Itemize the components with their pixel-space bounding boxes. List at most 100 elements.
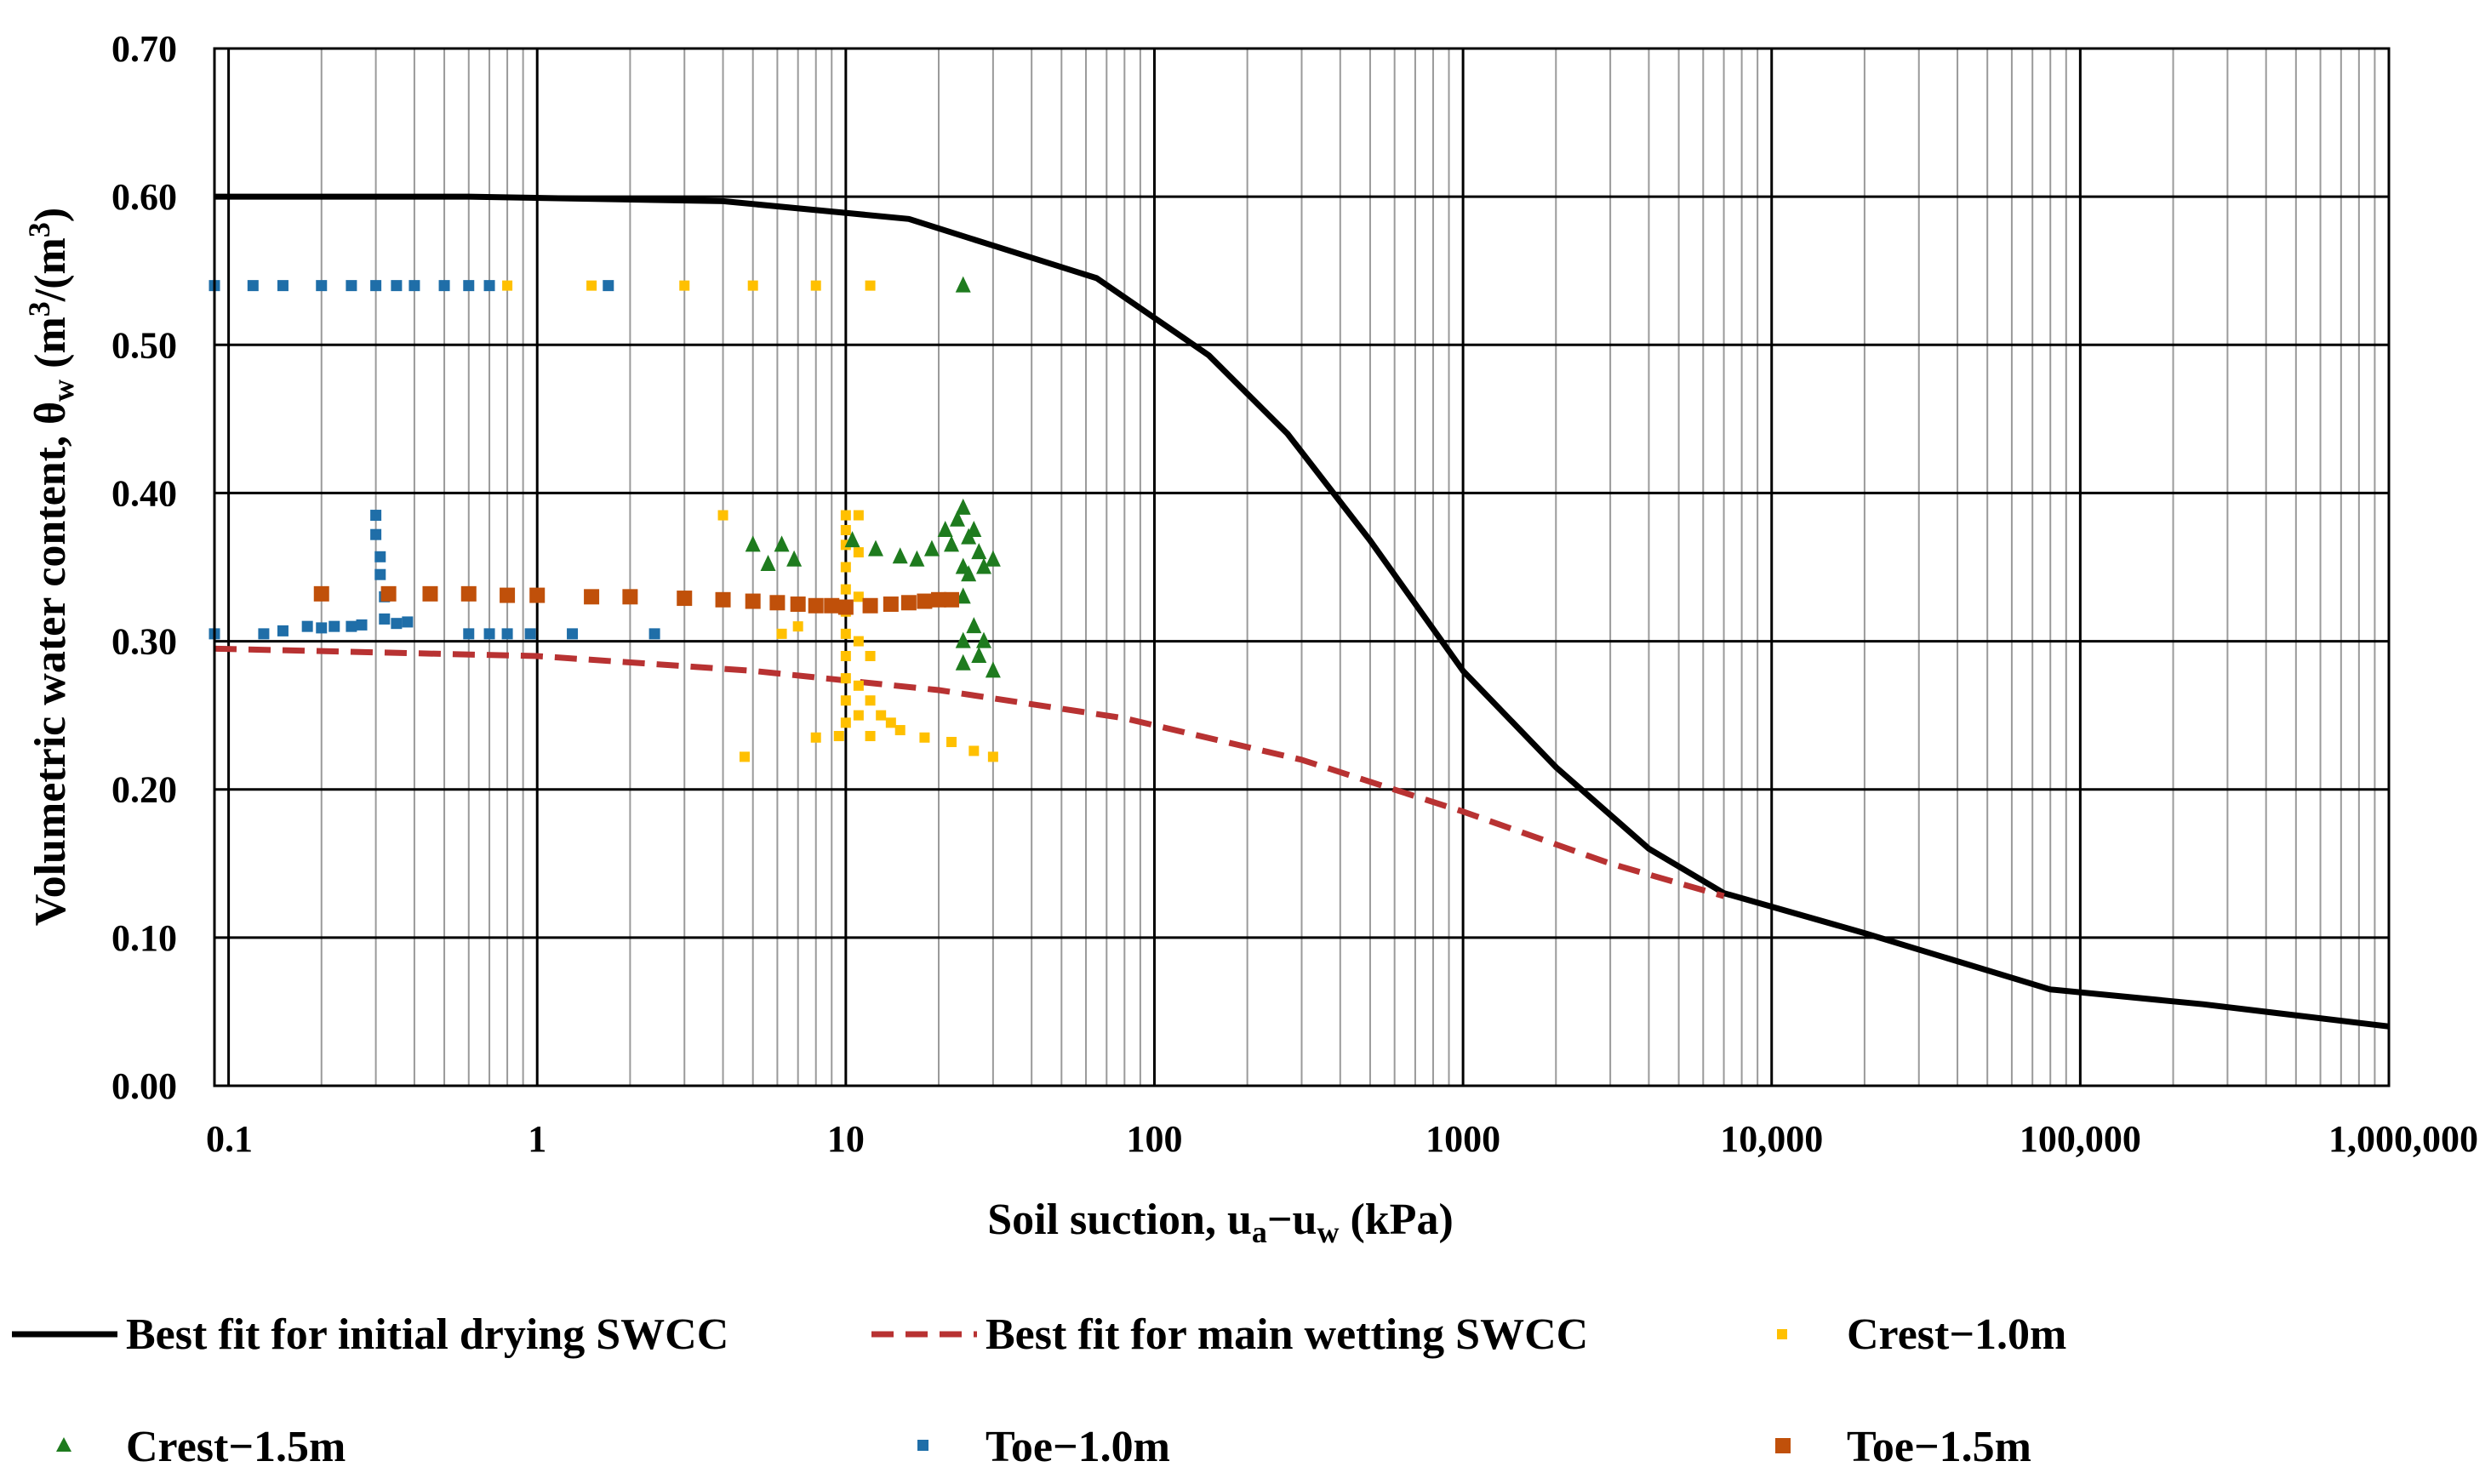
series-line-1 <box>214 645 1725 899</box>
x-tick-label: 100,000 <box>2020 1118 2141 1160</box>
legend-label-wetting: Best fit for main wetting SWCC <box>986 1310 1588 1359</box>
legend-item-toe-1-5: Toe−1.5m <box>1775 1423 2031 1471</box>
marker-point-4 <box>409 280 420 292</box>
marker-point-2 <box>946 736 957 747</box>
marker-point-2 <box>853 510 864 521</box>
x-tick-label: 10 <box>827 1118 865 1160</box>
marker-point-2 <box>840 510 851 521</box>
marker-point-4 <box>648 628 660 640</box>
marker-point-2 <box>840 628 851 639</box>
marker-point-2 <box>865 695 876 706</box>
marker-point-2 <box>840 695 851 706</box>
marker-point-3 <box>966 617 982 634</box>
marker-point-4 <box>301 620 313 632</box>
marker-point-2 <box>776 628 787 639</box>
marker-point-2 <box>840 524 851 535</box>
marker-point-2 <box>853 710 864 721</box>
marker-point-3 <box>976 631 992 648</box>
y-axis-title: Volumetric water content, θw (m3/(m3) <box>22 208 80 926</box>
minor-gridlines <box>320 49 2376 1086</box>
marker-point-4 <box>483 280 495 292</box>
marker-point-5 <box>715 591 731 608</box>
marker-point-4 <box>501 628 513 640</box>
marker-point-2 <box>853 591 864 602</box>
x-tick-label: 100 <box>1126 1118 1182 1160</box>
marker-point-2 <box>586 280 597 291</box>
marker-point-3 <box>971 646 987 663</box>
marker-point-2 <box>840 650 851 661</box>
marker-point-5 <box>313 585 329 602</box>
marker-point-3 <box>955 631 971 648</box>
marker-point-5 <box>944 591 960 608</box>
marker-point-2 <box>865 650 876 661</box>
series-markers <box>209 276 1001 762</box>
marker-point-4 <box>402 616 414 628</box>
marker-point-4 <box>370 280 382 292</box>
marker-point-4 <box>524 628 536 640</box>
marker-point-2 <box>840 562 851 573</box>
marker-point-4 <box>374 551 386 562</box>
marker-point-2 <box>840 717 851 728</box>
marker-point-5 <box>529 587 546 603</box>
marker-point-4 <box>329 620 340 632</box>
marker-point-5 <box>745 593 761 609</box>
marker-point-2 <box>968 745 980 756</box>
marker-point-3 <box>944 535 960 552</box>
marker-point-4 <box>370 528 382 540</box>
x-axis-title: Soil suction, ua−uw (kPa) <box>987 1196 1454 1249</box>
marker-point-4 <box>247 280 259 292</box>
marker-point-2 <box>502 280 513 291</box>
marker-point-4 <box>370 510 382 522</box>
marker-point-5 <box>769 595 786 611</box>
series-line-0 <box>214 193 2389 1030</box>
legend-swatch-toe-1-5 <box>1775 1438 1791 1453</box>
marker-point-3 <box>760 555 776 572</box>
y-tick-label: 0.10 <box>111 917 177 959</box>
marker-point-2 <box>833 731 844 742</box>
marker-point-2 <box>840 673 851 684</box>
marker-point-5 <box>460 585 477 602</box>
marker-point-4 <box>567 628 579 640</box>
marker-point-4 <box>316 280 328 292</box>
marker-point-3 <box>955 276 971 293</box>
y-tick-label: 0.50 <box>111 324 177 366</box>
legend-item-drying: Best fit for initial drying SWCC <box>12 1310 728 1359</box>
marker-point-5 <box>931 591 947 608</box>
marker-point-3 <box>976 557 992 574</box>
marker-point-2 <box>894 725 906 736</box>
marker-point-3 <box>961 565 977 582</box>
legend-swatch-crest-1-5 <box>56 1437 71 1452</box>
marker-point-2 <box>810 732 821 743</box>
legend-label-toe-1-0: Toe−1.0m <box>986 1423 1170 1471</box>
marker-point-3 <box>985 550 1001 567</box>
marker-point-2 <box>853 680 864 691</box>
marker-point-4 <box>277 625 289 636</box>
x-tick-labels: 0.1 1 10 100 1000 10,000 100,000 1,000,000 <box>206 1118 2478 1160</box>
marker-point-2 <box>810 280 821 291</box>
marker-point-2 <box>919 732 930 743</box>
x-tick-label: 1,000,000 <box>2328 1118 2478 1160</box>
marker-point-4 <box>483 628 495 640</box>
marker-point-3 <box>955 654 971 671</box>
marker-point-3 <box>955 498 971 515</box>
marker-point-3 <box>774 535 790 552</box>
marker-point-5 <box>808 597 824 614</box>
marker-point-3 <box>985 661 1001 678</box>
y-tick-label: 0.40 <box>111 472 177 514</box>
marker-point-4 <box>356 619 368 631</box>
legend-item-crest-1-5: Crest−1.5m <box>56 1423 346 1471</box>
y-tick-label: 0.60 <box>111 176 177 218</box>
marker-point-4 <box>603 280 614 292</box>
legend-label-crest-1-0: Crest−1.0m <box>1847 1310 2066 1359</box>
marker-point-5 <box>677 591 693 607</box>
marker-point-4 <box>346 620 357 632</box>
marker-point-5 <box>584 589 600 605</box>
marker-point-3 <box>892 547 908 564</box>
marker-point-5 <box>380 585 397 602</box>
legend-item-toe-1-0: Toe−1.0m <box>917 1423 1170 1471</box>
marker-point-2 <box>885 717 896 728</box>
marker-point-2 <box>865 731 876 742</box>
marker-point-3 <box>966 520 982 537</box>
marker-point-3 <box>955 587 971 604</box>
marker-point-2 <box>853 636 864 647</box>
